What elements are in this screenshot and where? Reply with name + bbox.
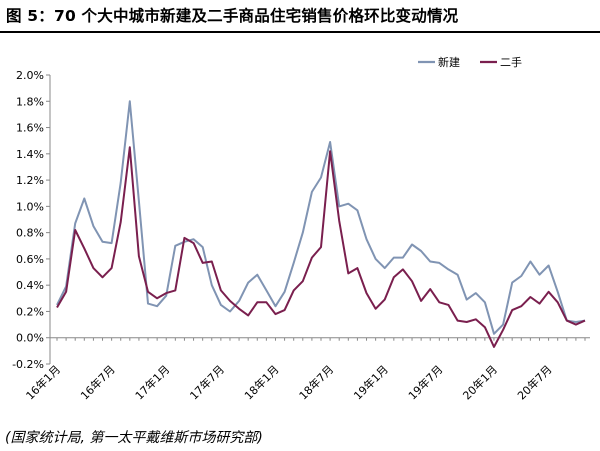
y-tick-label: 2.0% <box>16 69 44 82</box>
y-tick-label: 1.4% <box>16 148 44 161</box>
x-tick-label: 18年7月 <box>296 362 336 402</box>
x-tick-label: 17年1月 <box>132 362 172 402</box>
y-tick-label: 1.2% <box>16 174 44 187</box>
x-tick-label: 17年7月 <box>187 362 227 402</box>
x-tick-label: 19年1月 <box>351 362 391 402</box>
y-tick-label: 0.4% <box>16 279 44 292</box>
x-tick-label: 18年1月 <box>241 362 281 402</box>
series-line-second-hand <box>56 146 586 348</box>
y-tick-label: 0.0% <box>16 332 44 345</box>
y-tick-label: 1.6% <box>16 122 44 135</box>
series-line-new <box>56 100 586 335</box>
source-note: (国家统计局, 第一太平戴维斯市场研究部) <box>5 430 263 446</box>
x-tick-label: 16年7月 <box>77 362 117 402</box>
x-tick-label: 20年1月 <box>460 362 500 402</box>
figure-title: 图 5：70 个大中城市新建及二手商品住宅销售价格环比变动情况 <box>6 7 459 25</box>
x-axis-ticks: 16年1月 16年7月 17年1月 17年7月 18年1月 18年7月 19年1月 19年7月… <box>23 337 586 403</box>
x-tick-label: 19年7月 <box>405 362 445 402</box>
y-tick-label: -0.2% <box>12 358 44 371</box>
legend-label: 新建 <box>438 55 460 69</box>
y-tick-label: 1.0% <box>16 200 44 213</box>
x-tick-label: 20年7月 <box>514 362 554 402</box>
legend-label: 二手 <box>500 55 522 69</box>
chart-legend: 新建 二手 <box>418 55 522 69</box>
y-tick-label: 1.8% <box>16 95 44 108</box>
y-tick-label: 0.8% <box>16 227 44 240</box>
y-tick-label: 0.6% <box>16 253 44 266</box>
title-divider <box>0 31 600 33</box>
series-lines <box>56 100 586 348</box>
y-tick-label: 0.2% <box>16 305 44 318</box>
y-axis-ticks: 2.0% 1.8% 1.6% 1.4% 1.2% 1.0% 0.8% 0.6% 0.4% 0.2%… <box>12 69 50 371</box>
